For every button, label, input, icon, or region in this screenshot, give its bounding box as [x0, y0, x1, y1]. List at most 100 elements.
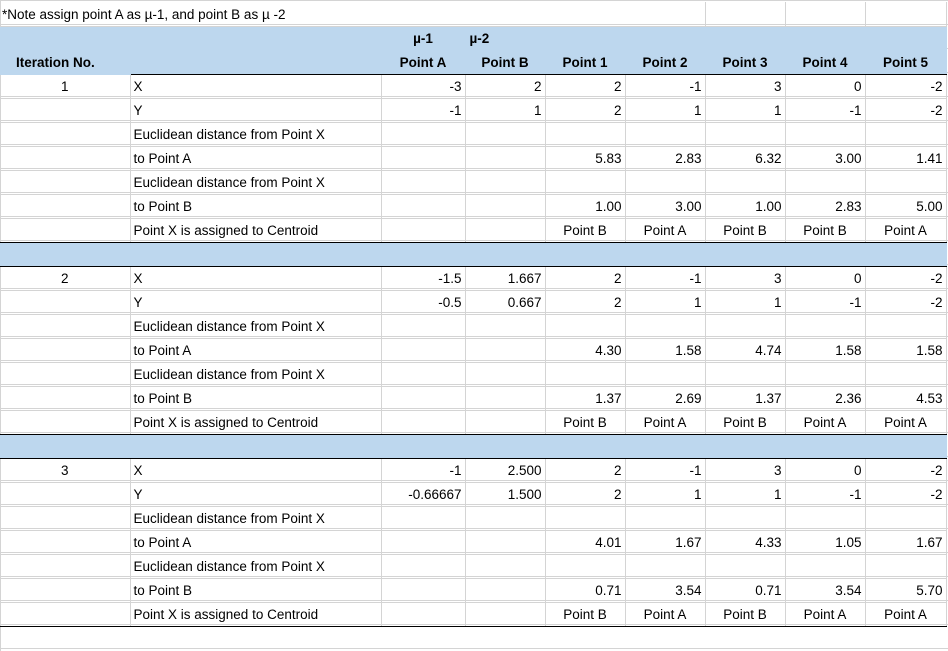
point-x-value[interactable]: 2 — [545, 266, 626, 291]
separator-cell[interactable] — [465, 241, 546, 267]
dist-a-value[interactable]: 4.33 — [705, 530, 786, 555]
empty-cell[interactable] — [705, 314, 786, 339]
point-2-header[interactable]: Point 2 — [625, 50, 706, 75]
separator-cell[interactable] — [545, 433, 626, 459]
point-x-value[interactable]: -2 — [865, 74, 947, 99]
centroid-a-y[interactable]: -1 — [381, 98, 466, 123]
centroid-a-x[interactable]: -3 — [381, 74, 466, 99]
dist-b-label[interactable]: Euclidean distance from Point X — [130, 170, 382, 195]
assigned-centroid[interactable]: Point B — [545, 218, 626, 243]
point-x-value[interactable]: -2 — [865, 266, 947, 291]
dist-b-value[interactable]: 1.00 — [545, 194, 626, 219]
assigned-centroid[interactable]: Point B — [705, 410, 786, 435]
empty-cell[interactable] — [381, 578, 466, 603]
separator-cell[interactable] — [465, 433, 546, 459]
empty-cell[interactable] — [865, 170, 947, 195]
empty-cell[interactable] — [785, 506, 866, 531]
assigned-centroid[interactable]: Point A — [785, 410, 866, 435]
empty-cell[interactable] — [0, 338, 131, 363]
dist-a-value[interactable]: 3.00 — [785, 146, 866, 171]
empty-cell[interactable] — [465, 410, 546, 435]
empty-cell[interactable] — [381, 602, 466, 627]
empty-cell[interactable] — [865, 2, 947, 27]
centroid-b-y[interactable]: 1.500 — [465, 482, 546, 507]
point-x-value[interactable]: 3 — [705, 458, 786, 483]
separator-cell[interactable] — [865, 433, 947, 459]
separator-cell[interactable] — [785, 433, 866, 459]
separator-cell[interactable] — [785, 241, 866, 267]
empty-cell[interactable] — [0, 362, 131, 387]
centroid-b-x[interactable]: 1.667 — [465, 266, 546, 291]
empty-cell[interactable] — [785, 122, 866, 147]
centroid-a-y[interactable]: -0.66667 — [381, 482, 466, 507]
point-y-value[interactable]: 1 — [705, 482, 786, 507]
empty-cell[interactable] — [625, 314, 706, 339]
empty-cell[interactable] — [465, 146, 546, 171]
point-x-value[interactable]: 3 — [705, 266, 786, 291]
dist-b-value[interactable]: 0.71 — [705, 578, 786, 603]
dist-b-value[interactable]: 3.54 — [625, 578, 706, 603]
header-empty[interactable] — [625, 26, 706, 51]
dist-b-value[interactable]: 4.53 — [865, 386, 947, 411]
point-y-value[interactable]: 1 — [625, 98, 706, 123]
centroid-a-x[interactable]: -1.5 — [381, 266, 466, 291]
x-label[interactable]: X — [130, 74, 382, 99]
separator-cell[interactable] — [0, 241, 131, 267]
empty-cell[interactable] — [865, 506, 947, 531]
empty-cell[interactable] — [381, 146, 466, 171]
iteration-number[interactable]: 1 — [0, 74, 131, 99]
centroid-b-x[interactable]: 2 — [465, 74, 546, 99]
x-label[interactable]: X — [130, 458, 382, 483]
separator-cell[interactable] — [381, 433, 466, 459]
separator-cell[interactable] — [625, 433, 706, 459]
point-x-value[interactable]: -1 — [625, 74, 706, 99]
empty-cell[interactable] — [465, 122, 546, 147]
dist-a-value[interactable]: 4.74 — [705, 338, 786, 363]
point-y-value[interactable]: -2 — [865, 290, 947, 315]
dist-a-value[interactable]: 5.83 — [545, 146, 626, 171]
dist-a-value[interactable]: 4.01 — [545, 530, 626, 555]
empty-cell[interactable] — [465, 530, 546, 555]
dist-b-label[interactable]: to Point B — [130, 386, 382, 411]
iteration-header[interactable]: Iteration No. — [0, 26, 131, 75]
empty-cell[interactable] — [381, 194, 466, 219]
dist-a-label[interactable]: Euclidean distance from Point X — [130, 314, 382, 339]
mu2-header[interactable]: µ-2 — [465, 26, 546, 51]
point-y-value[interactable]: -1 — [785, 482, 866, 507]
point-5-header[interactable]: Point 5 — [865, 50, 947, 75]
empty-cell[interactable] — [625, 2, 706, 27]
empty-cell[interactable] — [0, 314, 131, 339]
point-y-value[interactable]: 1 — [705, 290, 786, 315]
empty-cell[interactable] — [705, 170, 786, 195]
empty-cell[interactable] — [545, 554, 626, 579]
empty-cell[interactable] — [0, 98, 131, 123]
empty-cell[interactable] — [0, 554, 131, 579]
empty-cell[interactable] — [625, 122, 706, 147]
empty-cell[interactable] — [0, 506, 131, 531]
empty-cell[interactable] — [545, 122, 626, 147]
empty-cell[interactable] — [465, 338, 546, 363]
centroid-a-y[interactable]: -0.5 — [381, 290, 466, 315]
empty-cell[interactable] — [465, 194, 546, 219]
empty-cell[interactable] — [865, 362, 947, 387]
x-label[interactable]: X — [130, 266, 382, 291]
empty-cell[interactable] — [545, 314, 626, 339]
dist-b-value[interactable]: 2.69 — [625, 386, 706, 411]
empty-cell[interactable] — [0, 578, 131, 603]
assigned-centroid[interactable]: Point A — [865, 410, 947, 435]
point-y-value[interactable]: 1 — [625, 482, 706, 507]
empty-cell[interactable] — [381, 314, 466, 339]
empty-cell[interactable] — [705, 2, 786, 27]
dist-a-value[interactable]: 6.32 — [705, 146, 786, 171]
empty-cell[interactable] — [465, 602, 546, 627]
empty-cell[interactable] — [381, 386, 466, 411]
assigned-centroid[interactable]: Point A — [865, 218, 947, 243]
point-b-header[interactable]: Point B — [465, 50, 546, 75]
point-y-value[interactable]: 2 — [545, 98, 626, 123]
centroid-a-x[interactable]: -1 — [381, 458, 466, 483]
assigned-label[interactable]: Point X is assigned to Centroid — [130, 602, 382, 627]
point-y-value[interactable]: 2 — [545, 482, 626, 507]
header-empty[interactable] — [705, 26, 786, 51]
dist-a-label[interactable]: Euclidean distance from Point X — [130, 506, 382, 531]
